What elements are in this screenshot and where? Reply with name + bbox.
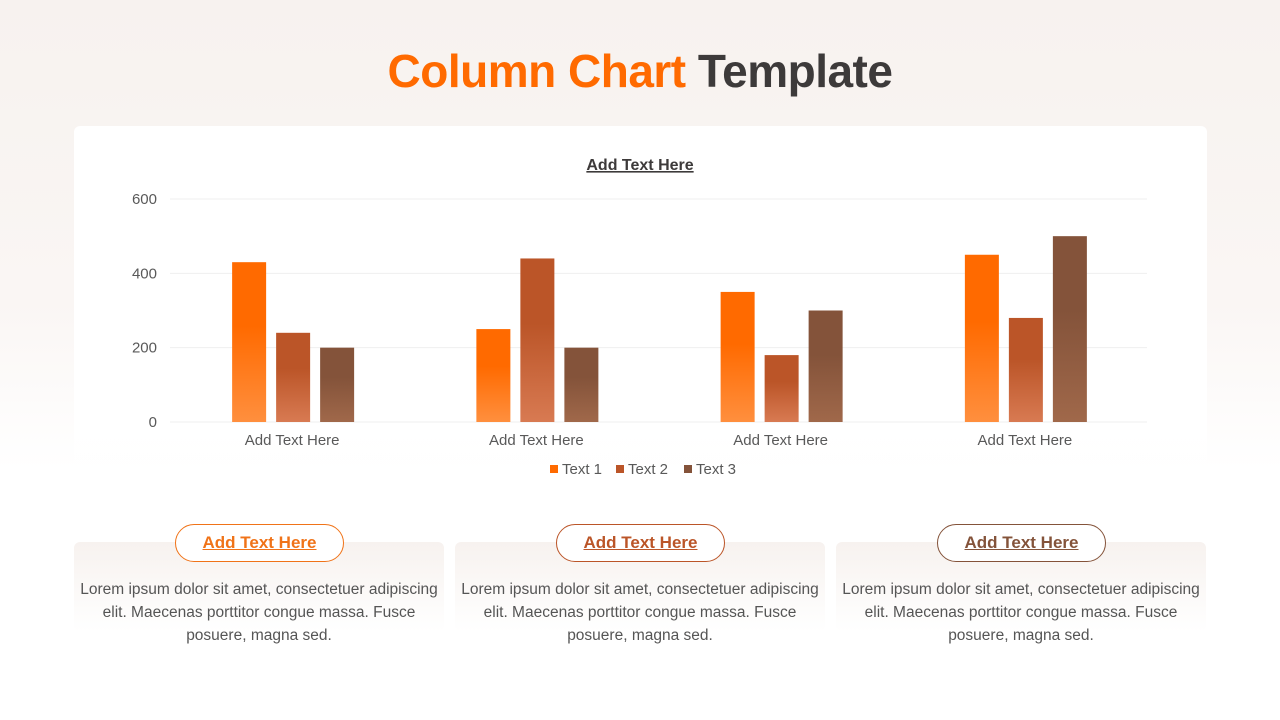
bar-text-3-1 [320, 347, 355, 422]
y-tick-label: 400 [132, 265, 157, 282]
y-tick-label: 200 [132, 340, 157, 357]
legend-label: Text 1 [562, 461, 602, 478]
card-2-text: Lorem ipsum dolor sit amet, consectetuer… [461, 581, 819, 644]
x-tick-label: Add Text Here [733, 432, 828, 449]
bar-text-3-2 [564, 347, 599, 422]
legend-label: Text 3 [696, 461, 736, 478]
legend-swatch [684, 465, 692, 473]
bar-text-2-2 [520, 258, 555, 422]
x-tick-label: Add Text Here [977, 432, 1072, 449]
legend-swatch [616, 465, 624, 473]
x-tick-label: Add Text Here [245, 432, 340, 449]
legend-swatch [550, 465, 558, 473]
title-rest: Template [697, 45, 893, 97]
bar-text-2-3 [764, 355, 799, 422]
bar-text-1-3 [720, 291, 755, 422]
card-2-heading-button[interactable]: Add Text Here [556, 524, 725, 562]
page-title: Column Chart Template [0, 44, 1280, 98]
card-1-text: Lorem ipsum dolor sit amet, consectetuer… [80, 581, 438, 644]
bar-text-3-3 [808, 310, 843, 422]
bar-text-3-4 [1052, 236, 1087, 422]
bar-text-1-4 [964, 254, 999, 422]
card-1-heading-button[interactable]: Add Text Here [175, 524, 344, 562]
title-accent: Column Chart [387, 45, 687, 97]
y-tick-label: 0 [149, 414, 157, 431]
column-chart: Add Text Here 0 200 400 600 Add Text Here Add … [132, 157, 1147, 478]
bar-text-2-4 [1008, 317, 1043, 422]
x-tick-label: Add Text Here [489, 432, 584, 449]
card-3-text: Lorem ipsum dolor sit amet, consectetuer… [842, 581, 1200, 644]
bar-text-1-2 [476, 329, 511, 422]
y-tick-label: 600 [132, 191, 157, 208]
bar-text-1-1 [232, 262, 267, 422]
legend-label: Text 2 [628, 461, 668, 478]
bar-text-2-1 [276, 332, 311, 422]
card-3-heading-button[interactable]: Add Text Here [937, 524, 1106, 562]
chart-title: Add Text Here [586, 157, 693, 174]
